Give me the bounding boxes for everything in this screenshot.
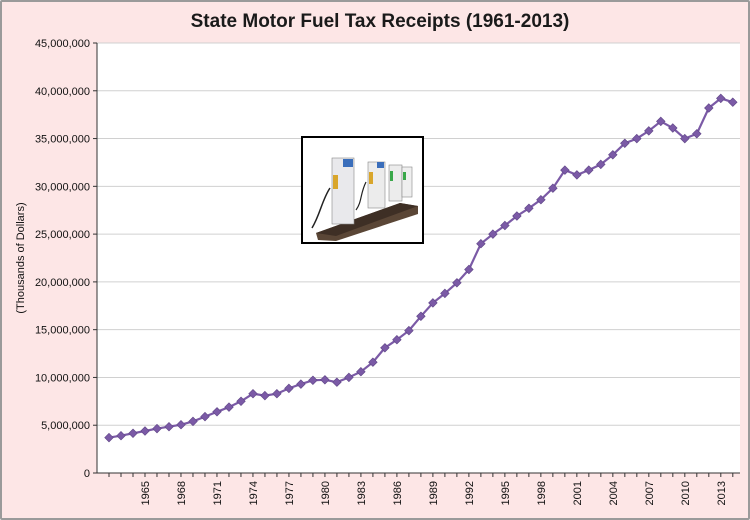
y-tick-label: 25,000,000	[35, 229, 90, 241]
data-point	[332, 377, 342, 387]
x-tick-label: 1965	[140, 481, 152, 505]
data-point	[560, 165, 570, 175]
x-tick-label: 1995	[500, 481, 512, 505]
data-point	[236, 396, 246, 407]
y-tick-label: 20,000,000	[35, 277, 90, 289]
x-tick-label: 2013	[716, 481, 728, 505]
data-point	[668, 123, 678, 133]
y-tick-label: 10,000,000	[35, 372, 90, 384]
data-point	[224, 402, 234, 412]
y-tick-label: 5,000,000	[41, 420, 90, 432]
data-point	[308, 375, 318, 386]
x-tick-label: 1977	[284, 481, 296, 505]
plot-area	[97, 43, 740, 473]
x-axis: 1965 1968 1971 1974 1977 1980 1983 1986 1989 1992…	[108, 473, 734, 505]
y-tick-label: 30,000,000	[35, 181, 90, 193]
x-tick-label: 2010	[680, 481, 692, 505]
data-point	[212, 407, 222, 417]
data-point	[680, 133, 690, 144]
x-tick-label: 1992	[464, 481, 476, 505]
data-point	[692, 129, 702, 139]
data-point	[500, 220, 510, 231]
data-point	[368, 357, 378, 367]
data-point	[572, 170, 582, 180]
x-tick-label: 1986	[392, 481, 404, 505]
data-point	[344, 372, 354, 383]
data-point	[404, 325, 414, 336]
x-tick-label: 1974	[248, 481, 260, 505]
data-point	[524, 203, 534, 214]
data-point	[584, 165, 594, 175]
x-tick-label: 1998	[536, 481, 548, 505]
data-point	[608, 150, 618, 160]
data-point	[284, 383, 294, 394]
y-tick-label: 0	[84, 468, 90, 480]
data-point	[164, 421, 174, 432]
data-point	[128, 428, 138, 439]
x-tick-label: 1989	[428, 481, 440, 505]
fuel-pump-icon	[301, 136, 424, 244]
chart-title: State Motor Fuel Tax Receipts (1961-2013…	[191, 11, 570, 32]
series-line	[104, 93, 738, 443]
data-point	[488, 229, 498, 239]
data-point	[152, 423, 162, 434]
x-tick-label: 2004	[608, 481, 620, 505]
data-point	[596, 159, 606, 170]
data-point	[512, 211, 522, 221]
data-point	[440, 288, 450, 299]
x-tick-label: 1980	[320, 481, 332, 505]
y-tick-label: 15,000,000	[35, 325, 90, 337]
y-tick-label: 40,000,000	[35, 86, 90, 98]
y-tick-label: 45,000,000	[35, 38, 90, 50]
y-tick-label: 35,000,000	[35, 134, 90, 146]
x-tick-label: 2001	[572, 481, 584, 505]
data-point	[140, 426, 150, 436]
data-point	[176, 419, 186, 430]
data-point	[548, 183, 558, 193]
data-point	[392, 334, 402, 345]
data-point	[116, 430, 126, 441]
data-point	[104, 432, 114, 443]
data-point	[536, 194, 546, 205]
data-point	[248, 388, 258, 399]
x-tick-label: 1983	[356, 481, 368, 505]
data-point	[296, 379, 306, 389]
data-point	[656, 116, 666, 127]
x-tick-label: 2007	[644, 481, 656, 505]
data-point	[644, 126, 654, 136]
data-point	[620, 138, 630, 149]
data-point	[188, 416, 198, 427]
data-point	[728, 97, 738, 107]
data-point	[320, 375, 330, 385]
data-point	[356, 366, 366, 377]
data-point	[260, 390, 270, 401]
y-axis-label: (Thousands of Dollars)	[15, 202, 27, 313]
data-point	[452, 278, 462, 288]
data-point	[716, 93, 726, 104]
x-tick-label: 1968	[176, 481, 188, 505]
data-point	[704, 103, 714, 113]
data-point	[428, 298, 438, 308]
y-axis: 0 5,000,000 10,000,000 15,000,000 20,000,000…	[35, 38, 97, 480]
data-point	[416, 311, 426, 322]
data-point	[632, 133, 642, 144]
data-point	[476, 238, 486, 249]
data-point	[380, 343, 390, 353]
data-point	[200, 411, 210, 422]
data-point	[272, 388, 282, 399]
data-point	[464, 264, 474, 275]
x-tick-label: 1971	[212, 481, 224, 505]
